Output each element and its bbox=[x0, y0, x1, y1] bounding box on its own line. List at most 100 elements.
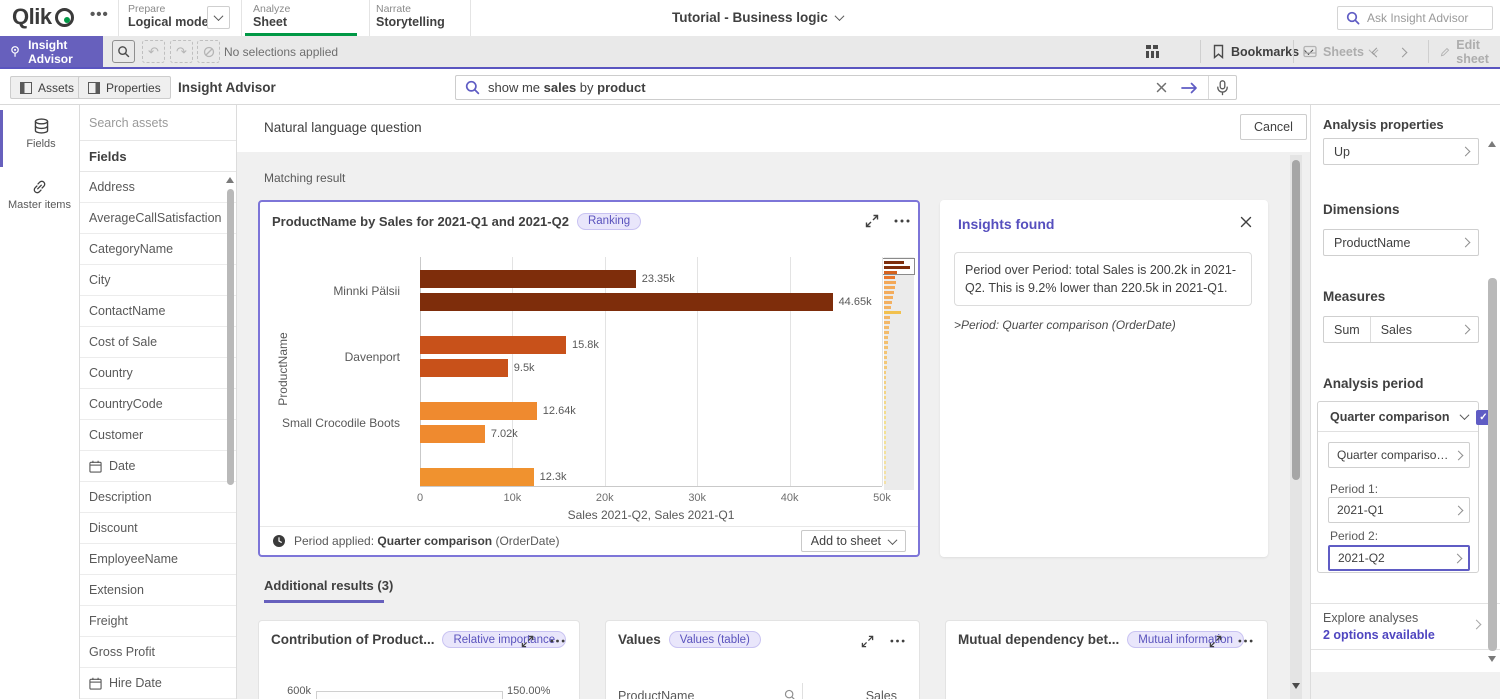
field-item-description[interactable]: Description bbox=[80, 482, 236, 513]
panel-title: Analysis properties bbox=[1323, 117, 1444, 132]
search-assets-input[interactable]: Search assets bbox=[80, 105, 236, 141]
column-search-icon[interactable] bbox=[784, 689, 796, 699]
bar-group3-Sales 2021-Q2[interactable] bbox=[420, 468, 534, 486]
field-item-employeename[interactable]: EmployeeName bbox=[80, 544, 236, 575]
previous-sheet-button[interactable] bbox=[1366, 42, 1386, 62]
relative-importance-badge: Relative importance bbox=[442, 631, 567, 648]
chart-menu-button[interactable] bbox=[892, 211, 912, 231]
chart-menu-button[interactable] bbox=[547, 631, 567, 651]
additional-result-card-mutual-dependency[interactable]: Mutual dependency bet... Mutual informat… bbox=[945, 620, 1268, 699]
field-item-extension[interactable]: Extension bbox=[80, 575, 236, 606]
scroll-up-arrow[interactable] bbox=[226, 177, 234, 183]
dimension-productname-button[interactable]: ProductName bbox=[1323, 229, 1479, 256]
close-insights-button[interactable] bbox=[1238, 214, 1254, 230]
measure-sales-button[interactable]: Sum Sales bbox=[1323, 316, 1479, 343]
expand-icon bbox=[521, 635, 533, 647]
field-item-gross-profit[interactable]: Gross Profit bbox=[80, 637, 236, 668]
scroll-down-arrow[interactable] bbox=[1292, 683, 1300, 689]
submit-query-button[interactable] bbox=[1181, 82, 1198, 94]
scroll-up-arrow[interactable] bbox=[1488, 141, 1496, 147]
assets-panel-button[interactable]: Assets bbox=[10, 76, 85, 99]
options-available-link[interactable]: 2 options available bbox=[1323, 628, 1435, 642]
clear-query-button[interactable] bbox=[1156, 82, 1167, 93]
bar-Small Crocodile Boots-Sales 2021-Q2[interactable] bbox=[420, 402, 537, 420]
nl-query-text: show me sales by product bbox=[488, 80, 646, 95]
additional-result-card-values[interactable]: Values Values (table) ProductName Sales bbox=[605, 620, 920, 699]
table-column-header[interactable]: Sales bbox=[865, 689, 897, 699]
app-overview-button[interactable] bbox=[1143, 41, 1163, 61]
add-to-sheet-button[interactable]: Add to sheet bbox=[800, 530, 906, 552]
tab-narrate[interactable]: Narrate Storytelling bbox=[376, 3, 445, 30]
result-chart-card[interactable]: ProductName by Sales for 2021-Q1 and 202… bbox=[258, 200, 920, 557]
field-item-customer[interactable]: Customer bbox=[80, 420, 236, 451]
qlik-logo[interactable]: Qlik bbox=[12, 4, 74, 30]
scrollbar-thumb[interactable] bbox=[227, 189, 234, 485]
scrollbar-thumb[interactable] bbox=[1488, 278, 1497, 651]
clear-selections-button[interactable] bbox=[197, 40, 220, 63]
next-sheet-button[interactable] bbox=[1392, 42, 1412, 62]
bar-Minnki Pälsii-Sales 2021-Q1[interactable] bbox=[420, 293, 833, 311]
chart-menu-button[interactable] bbox=[887, 631, 907, 651]
insight-text[interactable]: Period over Period: total Sales is 200.2… bbox=[954, 252, 1252, 307]
field-item-address[interactable]: Address bbox=[80, 172, 236, 203]
chart-menu-button[interactable] bbox=[1235, 631, 1255, 651]
field-item-country[interactable]: Country bbox=[80, 358, 236, 389]
bar-Davenport-Sales 2021-Q1[interactable] bbox=[420, 359, 508, 377]
expand-chart-button[interactable] bbox=[862, 211, 882, 231]
ask-insight-advisor-search[interactable]: Ask Insight Advisor bbox=[1337, 6, 1493, 30]
field-item-hire-date[interactable]: Hire Date bbox=[80, 668, 236, 699]
step-forward-button[interactable]: ↷ bbox=[170, 40, 193, 63]
period-enabled-checkbox[interactable] bbox=[1476, 410, 1491, 425]
x-axis-title: Sales 2021-Q2, Sales 2021-Q1 bbox=[567, 508, 735, 522]
prepare-dropdown-button[interactable] bbox=[207, 6, 230, 29]
bookmarks-button[interactable]: Bookmarks bbox=[1212, 36, 1314, 67]
period-type-dropdown[interactable]: Quarter comparison bbox=[1318, 402, 1478, 432]
natural-language-search-input[interactable]: show me sales by product bbox=[455, 75, 1237, 100]
smart-search-button[interactable] bbox=[112, 40, 135, 63]
field-item-contactname[interactable]: ContactName bbox=[80, 296, 236, 327]
field-item-discount[interactable]: Discount bbox=[80, 513, 236, 544]
expand-chart-button[interactable] bbox=[857, 631, 877, 651]
tab-section-label: Analyze bbox=[253, 3, 291, 15]
bar-Davenport-Sales 2021-Q2[interactable] bbox=[420, 336, 566, 354]
tab-prepare[interactable]: Prepare Logical model bbox=[128, 3, 212, 30]
field-item-city[interactable]: City bbox=[80, 265, 236, 296]
more-menu-icon[interactable]: ••• bbox=[90, 6, 109, 23]
explore-analyses-row[interactable]: Explore analyses 2 options available bbox=[1311, 603, 1500, 650]
sheets-button[interactable]: Sheets bbox=[1303, 36, 1379, 67]
table-column-header[interactable]: ProductName bbox=[618, 689, 695, 699]
scroll-down-arrow[interactable] bbox=[1488, 656, 1496, 662]
minimap-bar bbox=[884, 326, 890, 329]
period-applied-label: Period applied: bbox=[294, 534, 375, 548]
expand-chart-button[interactable] bbox=[1205, 631, 1225, 651]
edit-sheet-button[interactable]: Edit sheet bbox=[1440, 36, 1500, 67]
field-item-freight[interactable]: Freight bbox=[80, 606, 236, 637]
field-item-categoryname[interactable]: CategoryName bbox=[80, 234, 236, 265]
sort-order-up-button[interactable]: Up bbox=[1323, 138, 1479, 165]
scrollbar-thumb[interactable] bbox=[1292, 160, 1300, 480]
aggregation-label[interactable]: Sum bbox=[1324, 317, 1371, 342]
field-item-countrycode[interactable]: CountryCode bbox=[80, 389, 236, 420]
field-item-cost-of-sale[interactable]: Cost of Sale bbox=[80, 327, 236, 358]
step-back-button[interactable]: ↶ bbox=[142, 40, 165, 63]
rail-item-fields[interactable]: Fields bbox=[0, 110, 79, 167]
selections-toolbar: Insight Advisor ↶ ↷ No selections applie… bbox=[0, 36, 1500, 69]
period-calendar-button[interactable]: Quarter comparison (OrderD... bbox=[1328, 442, 1470, 468]
bar-Small Crocodile Boots-Sales 2021-Q1[interactable] bbox=[420, 425, 485, 443]
additional-result-card-contribution[interactable]: Contribution of Product... Relative impo… bbox=[258, 620, 580, 699]
period1-value-button[interactable]: 2021-Q1 bbox=[1328, 497, 1470, 523]
chart-minimap[interactable] bbox=[882, 257, 915, 490]
properties-panel-button[interactable]: Properties bbox=[78, 76, 171, 99]
rail-item-master-items[interactable]: Master items bbox=[0, 171, 79, 228]
expand-chart-button[interactable] bbox=[517, 631, 537, 651]
field-item-date[interactable]: Date bbox=[80, 451, 236, 482]
tab-additional-results[interactable]: Additional results (3) bbox=[264, 578, 394, 593]
bar-Minnki Pälsii-Sales 2021-Q2[interactable] bbox=[420, 270, 636, 288]
period2-value-button[interactable]: 2021-Q2 bbox=[1328, 545, 1470, 571]
cancel-button[interactable]: Cancel bbox=[1240, 114, 1307, 140]
app-title-dropdown[interactable]: Tutorial - Business logic bbox=[672, 10, 845, 25]
field-item-averagecallsatisfaction[interactable]: AverageCallSatisfaction bbox=[80, 203, 236, 234]
tab-analyze[interactable]: Analyze Sheet bbox=[253, 3, 290, 30]
voice-input-button[interactable] bbox=[1209, 79, 1236, 96]
insight-advisor-toggle[interactable]: Insight Advisor bbox=[0, 36, 103, 67]
